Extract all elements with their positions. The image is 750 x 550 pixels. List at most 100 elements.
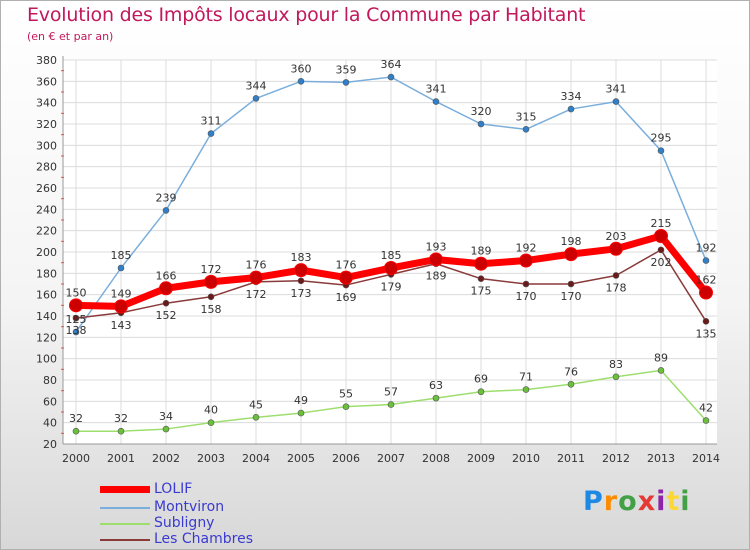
x-tick-label: 2003 <box>197 452 225 465</box>
data-label-lolif: 166 <box>156 269 177 282</box>
data-point-lolif <box>474 256 488 271</box>
y-tick-label: 240 <box>36 203 57 216</box>
data-point-les-chambres <box>207 293 215 301</box>
y-tick-label: 320 <box>36 118 57 131</box>
y-tick-label: 100 <box>36 353 57 366</box>
data-point-les-chambres <box>702 318 710 325</box>
data-point-lolif <box>204 274 218 289</box>
x-tick-label: 2012 <box>602 452 630 465</box>
data-point-subligny <box>297 409 305 417</box>
data-label-montviron: 341 <box>606 83 627 96</box>
data-point-lolif <box>159 281 173 296</box>
x-tick-label: 2014 <box>692 452 720 465</box>
data-label-subligny: 55 <box>339 388 353 401</box>
data-label-les-chambres: 173 <box>291 287 312 300</box>
data-point-lolif <box>114 299 128 314</box>
legend-item-lolif: LOLIF <box>100 481 320 498</box>
data-point-montviron <box>432 98 440 105</box>
y-tick-label: 140 <box>36 310 57 323</box>
data-point-montviron <box>162 207 170 214</box>
y-tick-label: 80 <box>43 374 57 387</box>
data-label-lolif: 149 <box>111 287 132 300</box>
data-label-les-chambres: 175 <box>471 285 492 298</box>
data-point-subligny <box>522 386 530 393</box>
data-label-montviron: 360 <box>291 62 312 75</box>
y-tick-label: 260 <box>36 182 57 195</box>
data-point-montviron <box>477 120 485 128</box>
data-point-subligny <box>567 380 575 388</box>
data-label-subligny: 34 <box>159 410 173 423</box>
data-label-les-chambres: 178 <box>606 281 627 294</box>
data-point-les-chambres <box>567 280 575 288</box>
data-label-subligny: 42 <box>699 402 713 415</box>
data-point-montviron <box>117 264 125 272</box>
legend-label-les-chambres: Les Chambres <box>154 531 254 547</box>
x-tick-label: 2005 <box>287 452 315 465</box>
y-tick-label: 60 <box>43 395 57 408</box>
data-label-subligny: 89 <box>654 351 668 364</box>
legend-item-les-chambres: Les Chambres <box>100 531 320 548</box>
data-point-montviron <box>72 328 80 336</box>
data-label-les-chambres: 158 <box>201 303 222 316</box>
y-tick-label: 40 <box>43 417 57 430</box>
x-tick-label: 2004 <box>242 452 270 465</box>
data-label-subligny: 32 <box>69 412 83 425</box>
data-point-subligny <box>342 403 350 410</box>
x-tick-label: 2002 <box>152 452 180 465</box>
data-point-lolif <box>339 270 353 285</box>
data-label-montviron: 334 <box>561 90 582 103</box>
data-label-les-chambres: 170 <box>516 290 537 303</box>
data-label-montviron: 239 <box>156 191 177 204</box>
data-label-lolif: 185 <box>381 249 402 262</box>
data-label-les-chambres: 138 <box>66 324 87 337</box>
y-tick-label: 360 <box>36 75 57 88</box>
data-point-montviron <box>522 126 530 133</box>
x-tick-label: 2000 <box>62 452 90 465</box>
legend-swatch-lolif <box>100 486 150 493</box>
data-point-lolif <box>429 252 443 267</box>
y-tick-label: 380 <box>36 54 57 67</box>
y-tick-label: 220 <box>36 225 57 238</box>
data-point-montviron <box>207 130 215 137</box>
data-label-montviron: 315 <box>516 110 537 123</box>
y-tick-label: 280 <box>36 161 57 174</box>
data-point-subligny <box>657 367 665 374</box>
data-point-lolif <box>609 241 623 256</box>
data-point-subligny <box>702 417 710 424</box>
data-label-les-chambres: 202 <box>651 256 672 269</box>
data-label-lolif: 176 <box>336 259 357 272</box>
legend-swatch-les-chambres <box>100 539 150 541</box>
data-point-les-chambres <box>162 299 170 307</box>
legend-item-montviron: Montviron <box>100 499 320 516</box>
data-point-lolif <box>564 247 578 262</box>
data-label-lolif: 183 <box>291 251 312 264</box>
data-point-les-chambres <box>477 275 485 282</box>
data-point-montviron <box>252 95 260 102</box>
data-label-les-chambres: 169 <box>336 291 357 304</box>
data-label-les-chambres: 189 <box>426 270 447 283</box>
data-point-lolif <box>519 253 533 268</box>
data-label-subligny: 71 <box>519 371 533 384</box>
data-point-subligny <box>387 401 395 408</box>
data-label-lolif: 203 <box>606 230 627 243</box>
y-tick-label: 200 <box>36 246 57 259</box>
data-label-subligny: 45 <box>249 398 263 411</box>
data-label-lolif: 162 <box>696 274 717 287</box>
data-label-montviron: 364 <box>381 58 402 71</box>
data-label-subligny: 32 <box>114 412 128 425</box>
legend-label-lolif: LOLIF <box>154 481 193 497</box>
data-label-les-chambres: 135 <box>696 327 717 340</box>
legend-item-subligny: Subligny <box>100 515 320 532</box>
y-tick-label: 120 <box>36 331 57 344</box>
data-point-subligny <box>207 419 215 426</box>
data-label-subligny: 83 <box>609 358 623 371</box>
data-label-subligny: 69 <box>474 373 488 386</box>
y-tick-label: 160 <box>36 289 57 302</box>
data-point-lolif <box>294 263 308 278</box>
data-label-les-chambres: 152 <box>156 309 177 322</box>
data-point-subligny <box>72 427 80 435</box>
data-label-les-chambres: 172 <box>246 288 267 301</box>
data-point-lolif <box>654 229 668 243</box>
y-tick-label: 300 <box>36 139 57 152</box>
